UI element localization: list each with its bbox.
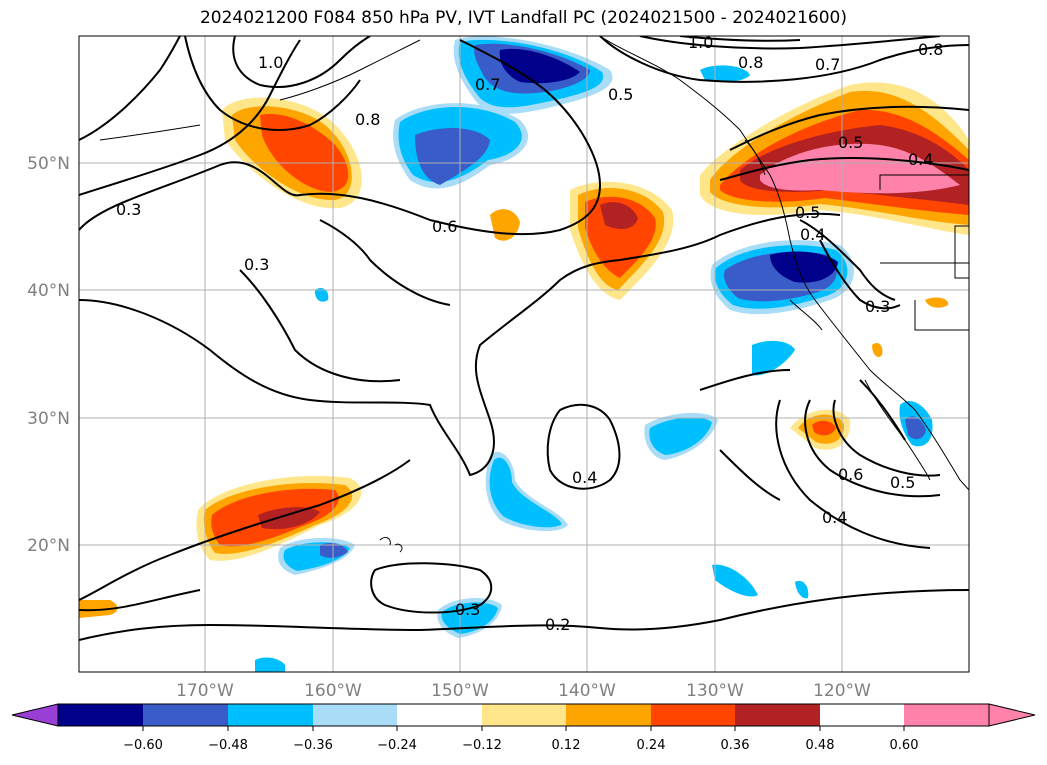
lat-label: 40°N — [27, 281, 70, 301]
contour-label: 1.0 — [688, 33, 713, 52]
colorbar-segment — [143, 704, 228, 726]
colorbar-segment — [904, 704, 989, 726]
lat-label: 30°N — [27, 409, 70, 429]
lon-label: 140°W — [558, 681, 616, 701]
colorbar-extend-high — [988, 703, 1036, 727]
colorbar-segment — [735, 704, 820, 726]
contour-label: 0.4 — [800, 225, 825, 244]
lon-label: 170°W — [176, 681, 234, 701]
colorbar-segment — [566, 704, 651, 726]
colorbar-tick-label: −0.60 — [123, 738, 163, 753]
contour-label: 0.7 — [475, 75, 500, 94]
contour-label: 1.0 — [258, 53, 283, 72]
colorbar-tick-label: −0.12 — [462, 738, 502, 753]
colorbar-segment — [482, 704, 566, 726]
colorbar: −0.60 −0.48 −0.36 −0.24 −0.12 0.12 0.24 … — [11, 703, 1036, 753]
map-title: 2024021200 F084 850 hPa PV, IVT Landfall… — [199, 8, 847, 28]
map-frame — [78, 35, 970, 673]
colorbar-extend-low — [11, 703, 59, 727]
contour-labels: 1.0 1.0 0.8 0.7 0.8 0.7 0.5 0.8 0.3 0.6 … — [116, 33, 943, 634]
contour-label: 0.8 — [738, 53, 763, 72]
map-panel: 1.0 1.0 0.8 0.7 0.8 0.7 0.5 0.8 0.3 0.6 … — [79, 33, 969, 672]
contour-label: 0.2 — [545, 615, 570, 634]
shaded-fields — [79, 36, 969, 672]
colorbar-tick-label: −0.48 — [208, 738, 248, 753]
contour-label: 0.3 — [865, 297, 890, 316]
lon-label: 160°W — [304, 681, 362, 701]
colorbar-tick-label: 0.36 — [721, 738, 750, 753]
colorbar-tick-label: −0.36 — [293, 738, 333, 753]
contour-label: 0.8 — [918, 40, 943, 59]
contour-label: 0.8 — [355, 110, 380, 129]
contour-label: 0.6 — [432, 217, 457, 236]
contour-label: 0.7 — [815, 55, 840, 74]
contour-label: 0.4 — [572, 468, 597, 487]
contour-label: 0.5 — [608, 85, 633, 104]
colorbar-segment — [651, 704, 735, 726]
pv-contours — [79, 36, 969, 641]
colorbar-tick-label: 0.60 — [890, 738, 919, 753]
colorbar-tick-label: 0.12 — [552, 738, 581, 753]
latitude-labels: 50°N 40°N 30°N 20°N — [27, 154, 70, 556]
lat-label: 20°N — [27, 536, 70, 556]
colorbar-segment — [228, 704, 313, 726]
longitude-labels: 170°W 160°W 150°W 140°W 130°W 120°W — [176, 681, 871, 701]
contour-label: 0.6 — [838, 465, 863, 484]
contour-label: 0.4 — [822, 508, 847, 527]
colorbar-tick-label: 0.48 — [806, 738, 835, 753]
lon-label: 150°W — [431, 681, 489, 701]
contour-label: 0.3 — [244, 255, 269, 274]
lat-label: 50°N — [27, 154, 70, 174]
colorbar-segment — [397, 704, 482, 726]
colorbar-frame — [57, 703, 990, 727]
lon-label: 130°W — [686, 681, 744, 701]
colorbar-tick-label: −0.24 — [377, 738, 417, 753]
colorbar-segment — [58, 704, 143, 726]
colorbar-tick-label: 0.24 — [637, 738, 666, 753]
contour-label: 0.4 — [908, 150, 933, 169]
contour-label: 0.5 — [838, 133, 863, 152]
contour-label: 0.3 — [455, 600, 480, 619]
gridlines — [79, 36, 969, 672]
contour-label: 0.5 — [890, 473, 915, 492]
contour-label: 0.3 — [116, 200, 141, 219]
lon-label: 120°W — [813, 681, 871, 701]
contour-label: 0.5 — [795, 203, 820, 222]
colorbar-segment — [313, 704, 397, 726]
